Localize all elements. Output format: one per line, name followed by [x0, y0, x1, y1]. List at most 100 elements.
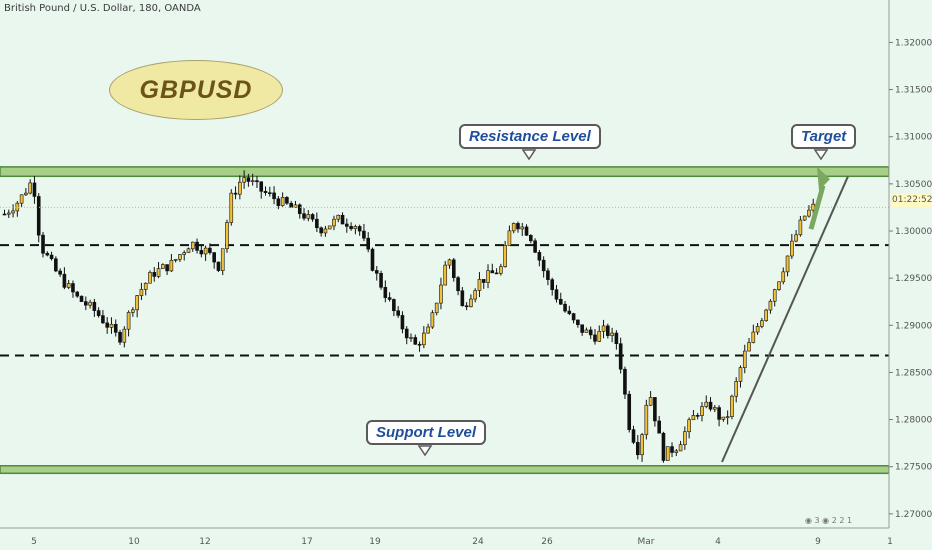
candle-body [156, 268, 161, 277]
candle-body [208, 247, 212, 253]
bottom-icons[interactable]: ◉ 3 ◉ 2 2 1 [805, 516, 852, 525]
candle-body [143, 282, 148, 290]
candle-body [178, 254, 182, 260]
time-label: Mar [638, 537, 655, 547]
candle-body [790, 240, 794, 257]
candle-body [36, 196, 41, 236]
icon-count-4: 1 [846, 516, 853, 525]
candle-body [54, 258, 58, 272]
candle-body [426, 326, 430, 334]
candle-body [182, 252, 187, 255]
candle-body [58, 270, 62, 275]
candle-body [349, 226, 353, 230]
candle-body [32, 182, 37, 197]
candle-body [71, 283, 75, 293]
price-label: 1.27000 [895, 510, 932, 520]
countdown-tag: 01:22:52 [892, 194, 932, 207]
candle-body [768, 300, 773, 311]
candle-body [576, 319, 580, 326]
candle-body [674, 450, 679, 453]
candle-body [173, 259, 178, 261]
candle-body [422, 332, 426, 346]
candle-body [644, 404, 649, 436]
candle-body [392, 299, 396, 312]
flag-icon: ◉ [805, 516, 812, 525]
price-label: 1.31000 [895, 133, 932, 143]
candle-body [2, 213, 7, 216]
candle-body [396, 310, 400, 316]
candle-body [413, 337, 418, 345]
candle-body [627, 393, 632, 430]
candle-body [169, 260, 174, 272]
time-label: 12 [199, 537, 210, 547]
candle-body [255, 180, 259, 183]
candle-body [96, 310, 101, 316]
time-label: 1 [887, 537, 893, 547]
icon-count-3: 2 [839, 516, 845, 525]
target-callout: Target [791, 124, 857, 149]
candle-body [610, 332, 614, 336]
candle-body [84, 301, 88, 306]
candle-body [588, 329, 593, 336]
candle-body [473, 290, 477, 300]
candle-body [332, 218, 336, 227]
candle-body [764, 309, 768, 321]
candle-body [700, 406, 704, 416]
time-axis-bg [0, 528, 932, 550]
candle-body [79, 295, 84, 302]
candle-body [734, 381, 739, 397]
candle-body [122, 328, 127, 343]
symbol-title: British Pound / U.S. Dollar, 180, OANDA [4, 3, 201, 14]
candle-body [242, 177, 246, 183]
candle-body [477, 279, 482, 291]
candle-body [618, 343, 623, 370]
time-label: 5 [31, 537, 37, 547]
price-label: 1.31500 [895, 86, 932, 96]
candle-body [490, 270, 495, 274]
candle-body [246, 177, 251, 182]
candle-body [687, 419, 691, 433]
candle-body [409, 337, 413, 339]
candle-body [131, 309, 135, 313]
symbol-badge: GBPUSD [109, 60, 283, 120]
candle-body [529, 235, 533, 242]
candle-body [807, 209, 811, 217]
icon-count-1: 3 [814, 516, 820, 525]
candle-body [614, 332, 619, 344]
candle-body [601, 325, 606, 332]
price-label: 1.28000 [895, 416, 932, 426]
resistance-callout-label: Resistance Level [469, 128, 591, 145]
candle-body [233, 192, 238, 195]
price-label: 1.29000 [895, 321, 932, 331]
candle-body [798, 219, 803, 236]
candle-body [640, 434, 644, 456]
candle-body [772, 289, 777, 302]
candle-body [511, 223, 516, 232]
candle-body [648, 397, 653, 406]
candle-body [259, 181, 264, 192]
target-arrow-shaft [808, 185, 826, 230]
candle-body [11, 210, 15, 214]
candle-body [499, 266, 503, 274]
candle-body [6, 212, 11, 215]
candle-body [203, 247, 208, 255]
candle-body [92, 301, 97, 311]
candle-body [520, 226, 525, 230]
time-label: 9 [815, 537, 821, 547]
candle-body [546, 270, 550, 280]
candle-body [66, 283, 71, 288]
support-callout: Support Level [366, 420, 487, 445]
candle-body [606, 325, 610, 336]
candle-body [387, 297, 392, 300]
candle-body [186, 248, 191, 253]
candle-body [794, 234, 798, 242]
candle-body [738, 367, 743, 382]
time-label: 19 [369, 537, 381, 547]
candle-body [190, 241, 195, 250]
time-label: 17 [301, 537, 312, 547]
candle-body [302, 213, 306, 219]
level-zone-0 [0, 166, 890, 178]
price-label: 1.30500 [895, 180, 932, 190]
candle-body [665, 446, 670, 461]
